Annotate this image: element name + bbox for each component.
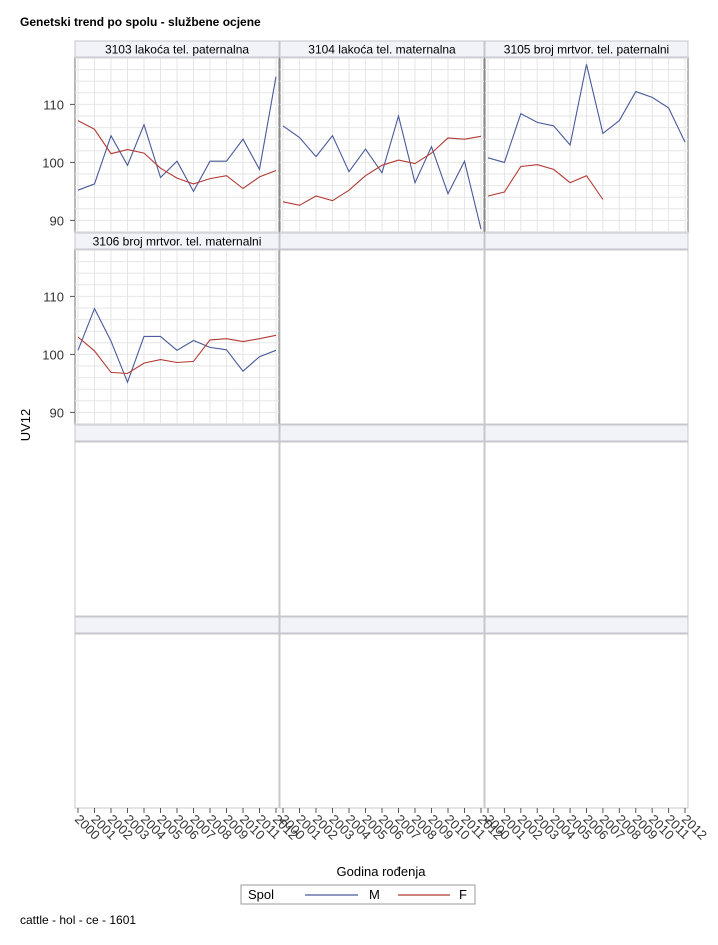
panel-plot-area xyxy=(74,633,280,809)
series-line-f xyxy=(77,334,277,375)
y-tick-label: 100 xyxy=(42,347,64,362)
panel-label: 3105 broj mrtvor. tel. paternalni xyxy=(504,43,669,57)
legend-title: Spol xyxy=(248,887,274,902)
footnote: cattle - hol - ce - 1601 xyxy=(20,913,137,927)
panel-header xyxy=(279,616,485,634)
panel-label: 3104 lakoća tel. maternalna xyxy=(308,43,456,57)
y-axis-title: UV12 xyxy=(18,409,33,442)
panel-header xyxy=(279,232,485,250)
panel-plot-area xyxy=(279,633,485,809)
series-line-f xyxy=(282,135,482,206)
panel-plot-area xyxy=(279,441,485,617)
panel-plot-area xyxy=(484,441,689,617)
series-line-f xyxy=(487,164,604,200)
panel-plot-area xyxy=(484,249,689,425)
y-tick-label: 90 xyxy=(50,213,64,228)
panel-header xyxy=(74,232,280,250)
panel-header xyxy=(74,424,280,442)
series-line-m xyxy=(487,64,686,164)
panel-header xyxy=(279,424,485,442)
panel-plot-area xyxy=(279,249,485,425)
series-line-m xyxy=(282,113,482,230)
series-line-m xyxy=(77,307,277,384)
panel-header xyxy=(74,616,280,634)
panel-header xyxy=(484,232,689,250)
panel-header xyxy=(484,616,689,634)
panel-label: 3103 lakoća tel. paternalna xyxy=(105,43,249,57)
y-tick-label: 110 xyxy=(43,97,64,112)
series-line-f xyxy=(77,120,277,190)
panel-header xyxy=(484,40,689,58)
legend-label-m: M xyxy=(369,887,380,902)
panel-plot-area xyxy=(74,441,280,617)
series-line-m xyxy=(77,76,277,193)
y-tick-label: 100 xyxy=(42,155,64,170)
chart-title: Genetski trend po spolu - službene ocjen… xyxy=(20,15,261,29)
panel-plot-area xyxy=(484,633,689,809)
y-tick-label: 110 xyxy=(43,289,64,304)
x-axis-title: Godina rođenja xyxy=(337,864,427,879)
panel-label: 3106 broj mrtvor. tel. maternalni xyxy=(93,235,262,249)
y-tick-label: 90 xyxy=(50,405,64,420)
panel-header xyxy=(279,40,485,58)
panel-header xyxy=(74,40,280,58)
legend-label-f: F xyxy=(459,887,467,902)
panel-header xyxy=(484,424,689,442)
